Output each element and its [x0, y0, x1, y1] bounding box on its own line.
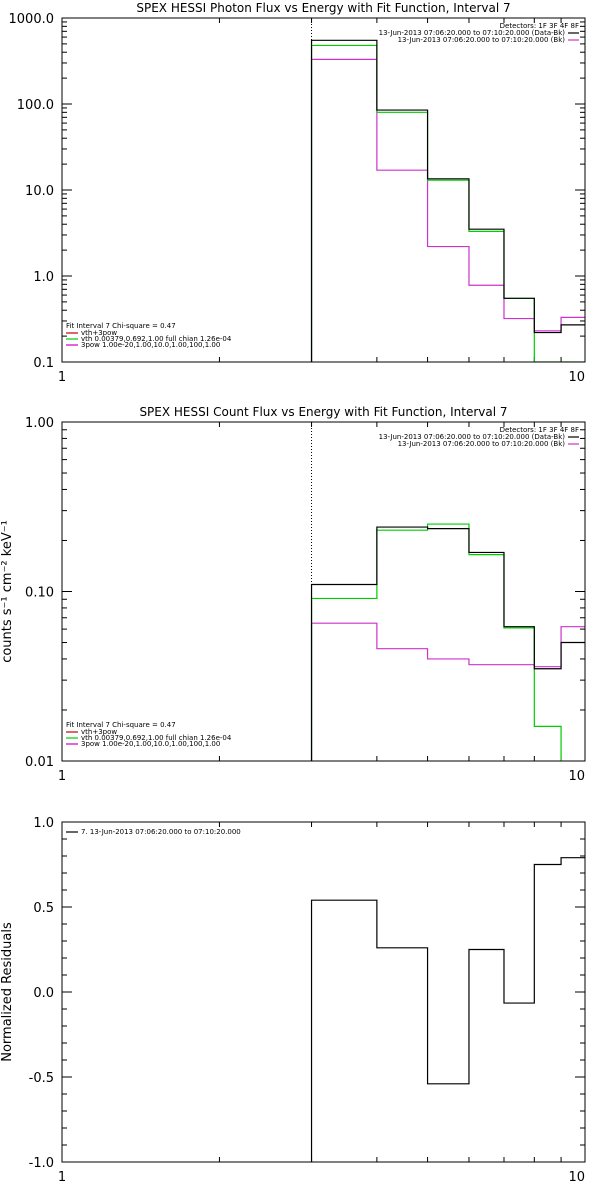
legend-left: Fit Interval 7 Chi-square = 0.47vth+3pow… — [66, 322, 232, 349]
series-line-1 — [310, 526, 585, 761]
x-tick-label: 10 — [568, 769, 585, 784]
legend-entry-label: 13-Jun-2013 07:06:20.000 to 07:10:20.000… — [379, 29, 566, 37]
series-line-1 — [310, 857, 585, 1162]
series-line-3 — [310, 58, 585, 362]
y-tick-label: 100.0 — [17, 98, 54, 113]
legend-entry-label: 13-Jun-2013 07:06:20.000 to 07:10:20.000… — [398, 36, 566, 44]
legend-header: Detectors: 1F 3F 4F 8F — [500, 426, 579, 434]
chart-panel-1: SPEX HESSI Photon Flux vs Energy with Fi… — [9, 1, 586, 385]
plot-frame — [61, 17, 586, 363]
plot-frame — [61, 821, 586, 1163]
minor-ticks — [62, 821, 585, 1163]
chart-title: SPEX HESSI Count Flux vs Energy with Fit… — [139, 405, 507, 419]
plot-frame — [61, 421, 586, 762]
legend-left: 7. 13-Jun-2013 07:06:20.000 to 07:10:20.… — [66, 828, 241, 836]
legend-entry-label: 3pow 1.00e-20,1.00,10.0,1.00,100,1.00 — [81, 341, 220, 349]
y-tick-label: 0.10 — [25, 586, 54, 601]
series-line-2 — [310, 523, 562, 761]
legend-entry-label: vth 0.00379,0.692,1.00 full chian 1.26e-… — [81, 734, 232, 742]
legend-left: Fit Interval 7 Chi-square = 0.47vth+3pow… — [66, 721, 232, 748]
y-axis-label: counts s⁻¹ cm⁻² keV⁻¹ — [0, 520, 15, 663]
x-tick-label: 1 — [58, 1170, 66, 1185]
y-tick-label: 0.01 — [25, 755, 54, 770]
legend-entry-label: 3pow 1.00e-20,1.00,10.0,1.00,100,1.00 — [81, 740, 220, 748]
y-tick-label: 10.0 — [25, 184, 54, 199]
legend-header: Detectors: 1F 3F 4F 8F — [500, 22, 579, 30]
series-line-2 — [310, 44, 585, 362]
y-tick-label: 1.00 — [25, 416, 54, 431]
x-tick-label: 1 — [58, 769, 66, 784]
chart-title: SPEX HESSI Photon Flux vs Energy with Fi… — [136, 1, 510, 15]
y-axis-label: Normalized Residuals — [0, 922, 15, 1062]
chart-panel-3: Normalized Residuals -1.0 -0.5 0.0 0.5 1.0 1 10… — [0, 816, 586, 1185]
minor-ticks — [62, 18, 585, 362]
y-tick-label: -1.0 — [29, 1156, 54, 1171]
x-tick-label: 10 — [568, 1170, 585, 1185]
legend-header: Fit Interval 7 Chi-square = 0.47 — [66, 721, 176, 729]
y-tick-label: 0.5 — [33, 901, 54, 916]
legend-entry-label: 13-Jun-2013 07:06:20.000 to 07:10:20.000… — [398, 440, 566, 448]
y-tick-label: 1.0 — [33, 816, 54, 831]
legend-header: Fit Interval 7 Chi-square = 0.47 — [66, 322, 176, 330]
x-tick-label: 10 — [568, 370, 585, 385]
series-line-3 — [310, 622, 585, 761]
y-tick-label: 0.1 — [33, 356, 54, 371]
series-line-1 — [310, 39, 585, 362]
y-tick-label: 1000.0 — [9, 12, 55, 27]
legend-entry-label: vth+3pow — [81, 728, 117, 736]
y-tick-label: 1.0 — [33, 270, 54, 285]
y-tick-label: 0.0 — [33, 986, 54, 1001]
legend-entry-label: vth 0.00379,0.692,1.00 full chian 1.26e-… — [81, 335, 232, 343]
legend-entry-label: 13-Jun-2013 07:06:20.000 to 07:10:20.000… — [379, 433, 566, 441]
legend-entry-label: vth+3pow — [81, 329, 117, 337]
x-tick-label: 1 — [58, 370, 66, 385]
minor-ticks — [62, 422, 585, 761]
chart-panel-2: SPEX HESSI Count Flux vs Energy with Fit… — [0, 405, 586, 784]
legend-entry-label: 7. 13-Jun-2013 07:06:20.000 to 07:10:20.… — [81, 828, 241, 836]
y-tick-label: -0.5 — [29, 1071, 54, 1086]
